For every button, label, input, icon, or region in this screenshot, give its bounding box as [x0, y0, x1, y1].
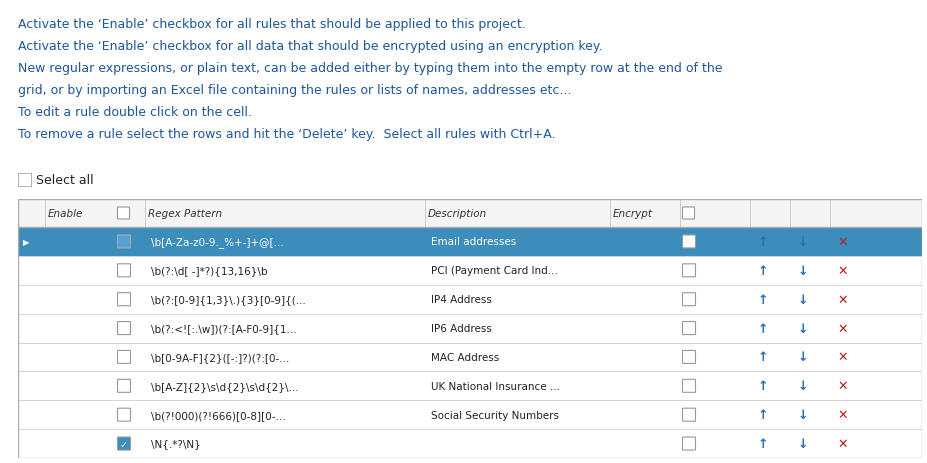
- FancyBboxPatch shape: [118, 380, 131, 393]
- FancyBboxPatch shape: [682, 380, 695, 393]
- Text: ↑: ↑: [757, 322, 768, 335]
- FancyBboxPatch shape: [682, 235, 695, 249]
- Text: ↓: ↓: [798, 322, 808, 335]
- Text: Description: Description: [428, 208, 488, 219]
- Text: ↑: ↑: [757, 264, 768, 277]
- FancyBboxPatch shape: [118, 264, 131, 277]
- Text: ✕: ✕: [838, 350, 848, 363]
- Text: Email addresses: Email addresses: [431, 237, 516, 247]
- Text: To edit a rule double click on the cell.: To edit a rule double click on the cell.: [18, 106, 252, 119]
- FancyBboxPatch shape: [118, 350, 131, 363]
- Text: ↓: ↓: [798, 437, 808, 450]
- FancyBboxPatch shape: [682, 264, 695, 277]
- Text: ↓: ↓: [798, 293, 808, 306]
- Text: New regular expressions, or plain text, can be added either by typing them into : New regular expressions, or plain text, …: [18, 62, 722, 75]
- Text: Activate the ‘Enable’ checkbox for all rules that should be applied to this proj: Activate the ‘Enable’ checkbox for all r…: [18, 18, 526, 31]
- Bar: [18, 429, 922, 458]
- Text: \b[0-9A-F]{2}([-:]?)(?:[0-...: \b[0-9A-F]{2}([-:]?)(?:[0-...: [151, 352, 289, 362]
- Text: ✕: ✕: [838, 437, 848, 450]
- Text: Enable: Enable: [48, 208, 83, 219]
- Text: ✕: ✕: [838, 380, 848, 393]
- FancyBboxPatch shape: [18, 174, 32, 188]
- Text: Select all: Select all: [36, 174, 94, 187]
- Text: IP6 Address: IP6 Address: [431, 323, 492, 333]
- FancyBboxPatch shape: [682, 437, 695, 450]
- Text: ↑: ↑: [757, 350, 768, 363]
- Text: ✕: ✕: [838, 322, 848, 335]
- FancyBboxPatch shape: [118, 322, 131, 335]
- Text: \b(?:<![:.\w])(?:[A-F0-9]{1...: \b(?:<![:.\w])(?:[A-F0-9]{1...: [151, 323, 297, 333]
- Text: Social Security Numbers: Social Security Numbers: [431, 410, 559, 420]
- FancyBboxPatch shape: [682, 408, 695, 421]
- Text: grid, or by importing an Excel file containing the rules or lists of names, addr: grid, or by importing an Excel file cont…: [18, 84, 571, 97]
- Text: Encrypt: Encrypt: [613, 208, 653, 219]
- FancyBboxPatch shape: [682, 293, 695, 306]
- Text: To remove a rule select the rows and hit the ‘Delete’ key.  Select all rules wit: To remove a rule select the rows and hit…: [18, 128, 555, 141]
- Text: IP4 Address: IP4 Address: [431, 294, 492, 305]
- Bar: [18, 343, 922, 372]
- Text: ↑: ↑: [757, 380, 768, 393]
- Text: PCI (Payment Card Ind...: PCI (Payment Card Ind...: [431, 266, 558, 276]
- Bar: [18, 400, 922, 429]
- Text: ↓: ↓: [798, 235, 808, 249]
- Text: ↓: ↓: [798, 380, 808, 393]
- Text: \b[A-Za-z0-9._%+-]+@[...: \b[A-Za-z0-9._%+-]+@[...: [151, 237, 284, 247]
- Text: ✕: ✕: [838, 264, 848, 277]
- Text: \b(?!000)(?!666)[0-8][0-...: \b(?!000)(?!666)[0-8][0-...: [151, 410, 286, 420]
- Text: \N{.*?\N}: \N{.*?\N}: [151, 438, 201, 449]
- Text: ↓: ↓: [798, 408, 808, 421]
- FancyBboxPatch shape: [682, 350, 695, 363]
- Text: UK National Insurance ...: UK National Insurance ...: [431, 381, 560, 391]
- FancyBboxPatch shape: [118, 293, 131, 306]
- Text: ✓: ✓: [120, 438, 128, 449]
- FancyBboxPatch shape: [118, 235, 131, 249]
- Text: ▶: ▶: [23, 238, 30, 246]
- Text: ↑: ↑: [757, 437, 768, 450]
- Text: ✕: ✕: [838, 408, 848, 421]
- FancyBboxPatch shape: [682, 207, 694, 219]
- Text: ↓: ↓: [798, 264, 808, 277]
- FancyBboxPatch shape: [118, 408, 131, 421]
- Text: Regex Pattern: Regex Pattern: [148, 208, 222, 219]
- Bar: [18, 200, 922, 227]
- Bar: [18, 227, 922, 257]
- FancyBboxPatch shape: [118, 437, 131, 450]
- Text: ↑: ↑: [757, 293, 768, 306]
- FancyBboxPatch shape: [682, 322, 695, 335]
- Bar: [18, 314, 922, 343]
- Text: ↓: ↓: [798, 350, 808, 363]
- Bar: [18, 285, 922, 314]
- Text: ↑: ↑: [757, 235, 768, 249]
- Text: MAC Address: MAC Address: [431, 352, 500, 362]
- Text: Activate the ‘Enable’ checkbox for all data that should be encrypted using an en: Activate the ‘Enable’ checkbox for all d…: [18, 40, 603, 53]
- Bar: [18, 257, 922, 285]
- Text: ↑: ↑: [757, 408, 768, 421]
- FancyBboxPatch shape: [118, 207, 130, 219]
- Bar: [18, 372, 922, 400]
- Text: \b[A-Z]{2}\s\d{2}\s\d{2}\...: \b[A-Z]{2}\s\d{2}\s\d{2}\...: [151, 381, 298, 391]
- Text: \b(?:\d[ -]*?){13,16}\b: \b(?:\d[ -]*?){13,16}\b: [151, 266, 268, 276]
- Text: \b(?:[0-9]{1,3}\.){3}[0-9]{(...: \b(?:[0-9]{1,3}\.){3}[0-9]{(...: [151, 294, 306, 305]
- Text: ✕: ✕: [838, 293, 848, 306]
- Text: ✕: ✕: [838, 235, 848, 249]
